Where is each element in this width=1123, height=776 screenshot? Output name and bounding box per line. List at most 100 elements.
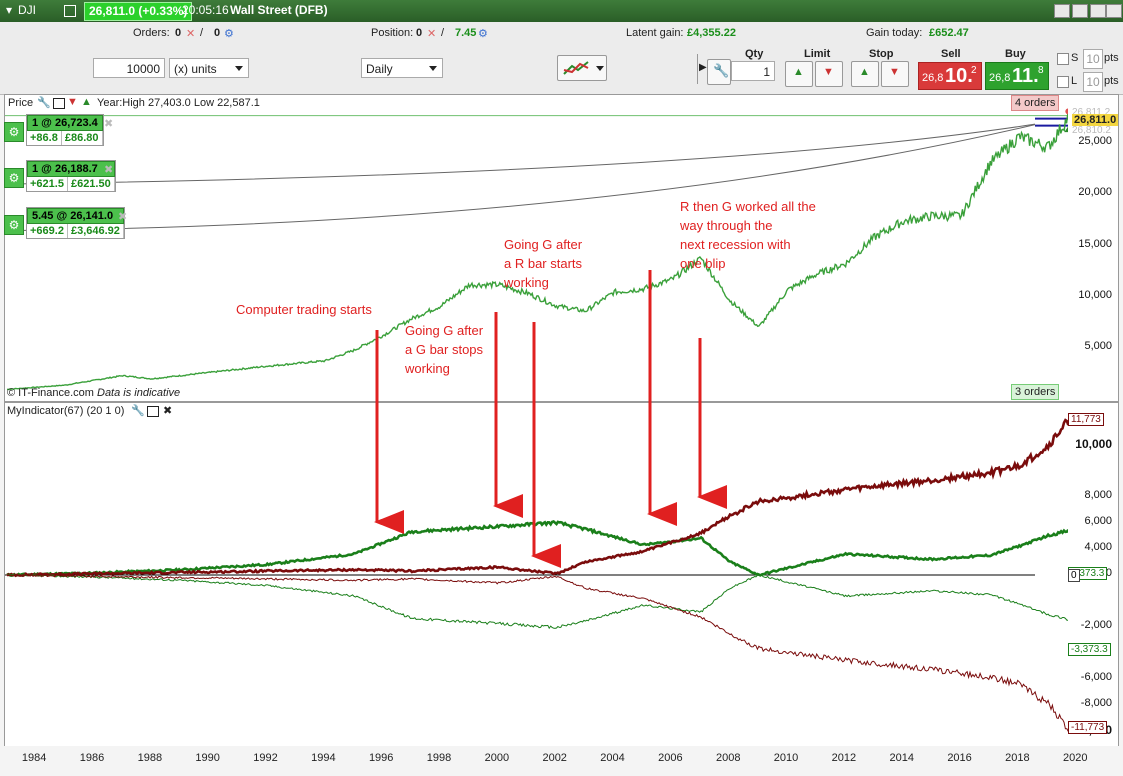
chart-tools-button[interactable] <box>557 55 607 81</box>
limit-buy-button[interactable]: ▲ <box>785 61 813 87</box>
order-ticket[interactable]: 1 @ 26,188.7 +621.5 £621.50 <box>26 160 116 192</box>
minimize-icon[interactable] <box>1072 4 1088 18</box>
annotation-line: a G bar stops <box>405 342 484 357</box>
position-label: Position: <box>371 27 414 39</box>
indicative-note: Data is indicative <box>97 387 181 399</box>
orders-top-badge[interactable]: 4 orders <box>1011 95 1060 111</box>
order-gain: £621.50 <box>68 177 115 191</box>
y-label: 5,000 <box>1084 340 1112 352</box>
x-axis-label: 2020 <box>1063 752 1088 764</box>
panel-divider <box>697 54 708 84</box>
y-label: 10,000 <box>1075 437 1112 451</box>
limit-pts-label: pts <box>1104 75 1119 87</box>
window-icon[interactable] <box>53 98 65 109</box>
limit-sell-button[interactable]: ▼ <box>815 61 843 87</box>
position-value-2: 7.45 <box>455 27 477 39</box>
buy-button[interactable]: 26,8 11. 8 <box>985 62 1049 90</box>
chart-icon[interactable] <box>64 5 76 17</box>
orders-bottom-badge[interactable]: 3 orders <box>1011 384 1060 400</box>
window-icon[interactable] <box>147 406 159 417</box>
size-input[interactable]: 10000 <box>93 58 165 78</box>
close-icon[interactable] <box>1106 4 1122 18</box>
annotation-line: working <box>405 361 450 376</box>
x-axis-label: 2008 <box>715 752 741 764</box>
faint-price-tag: 26,811.2 <box>1072 107 1111 118</box>
order-gain: £3,646.92 <box>68 224 124 238</box>
orders-gear-icon[interactable]: ⚙ <box>224 28 234 40</box>
price-axis[interactable]: 25,000 20,000 15,000 10,000 5,000 26,811… <box>1068 94 1119 402</box>
position-value: 0 <box>416 27 423 39</box>
annotation-line: Going G after <box>504 237 583 252</box>
annotation-line: a R bar starts <box>504 256 583 271</box>
close-icon[interactable]: ✖ <box>163 405 173 417</box>
limit-buy-icon: ▲ <box>793 66 804 78</box>
y-label: 10,000 <box>1078 289 1112 301</box>
red-bottom-tag: -11,773 <box>1068 721 1108 734</box>
buy-marker <box>1064 126 1069 133</box>
wrench-icon[interactable]: 🔧 <box>37 97 51 109</box>
order-header: 1 @ 26,723.4 <box>27 115 103 131</box>
stop-checkbox[interactable] <box>1057 53 1069 65</box>
orders-x-icon[interactable]: ✕ <box>186 28 196 40</box>
latent-value: £4,355.22 <box>687 27 736 39</box>
order-gear-icon[interactable]: ⚙ <box>4 215 24 235</box>
limit-checkbox[interactable] <box>1057 76 1069 88</box>
sell-arrow-icon[interactable]: ▼ <box>67 96 78 108</box>
collapse-arrow-icon[interactable]: ▶ <box>699 62 707 73</box>
annotation-going-g-after-g: Going G after a G bar stops working <box>405 321 483 378</box>
units-label: (x) units <box>174 62 217 76</box>
wrench-icon[interactable]: 🔧 <box>131 405 145 417</box>
market-name: Wall Street (DFB) <box>230 3 328 17</box>
x-axis-label: 2006 <box>658 752 683 764</box>
order-gear-icon[interactable]: ⚙ <box>4 168 24 188</box>
order-close-icon[interactable]: ✖ <box>104 164 114 176</box>
x-axis-label: 1988 <box>137 752 163 764</box>
buy-arrow-icon[interactable]: ▲ <box>81 96 92 108</box>
position-x-icon[interactable]: ✕ <box>427 28 437 40</box>
annotation-line: way through the <box>680 218 773 233</box>
orders-value-b: 0 <box>214 27 221 39</box>
qty-input[interactable]: 1 <box>731 61 775 81</box>
price-pane[interactable]: Price 🔧 ▼ ▲ Year:High 27,403.0 Low 22,58… <box>4 94 1070 402</box>
wrench-button[interactable]: 🔧 <box>707 59 731 85</box>
interval-select[interactable]: Daily <box>361 58 443 78</box>
menu-chevron-icon[interactable]: ▾ <box>6 3 13 17</box>
y-label: 6,000 <box>1084 515 1112 527</box>
annotation-r-then-g: R then G worked all the way through the … <box>680 197 816 273</box>
indicator-series-line <box>6 573 1069 732</box>
position-gear-icon[interactable]: ⚙ <box>478 28 488 40</box>
orders-value-a: 0 <box>175 27 182 39</box>
limit-pts-input[interactable]: 10 <box>1083 72 1103 92</box>
x-axis-label: 2000 <box>484 752 510 764</box>
x-axis-label: 1992 <box>253 752 278 764</box>
indicator-pane[interactable]: MyIndicator(67) (20 1 0) 🔧 ✖ <box>4 402 1070 748</box>
menu-icon[interactable] <box>1054 4 1070 18</box>
buy-price-big: 11. <box>1012 65 1039 87</box>
stop-pts-input[interactable]: 10 <box>1083 49 1103 69</box>
order-close-icon[interactable]: ✖ <box>118 211 128 223</box>
order-gear-icon[interactable]: ⚙ <box>4 122 24 142</box>
sell-button[interactable]: 26,8 10. 2 <box>918 62 982 90</box>
x-axis-label: 2012 <box>831 752 857 764</box>
stop-sell-button[interactable]: ▼ <box>881 61 909 87</box>
annotation-line: Computer trading starts <box>236 302 372 317</box>
y-label: 8,000 <box>1084 489 1112 501</box>
order-pts: +669.2 <box>27 224 68 238</box>
x-axis-label: 1994 <box>311 752 336 764</box>
annotation-computer-trading: Computer trading starts <box>236 300 372 319</box>
order-header: 1 @ 26,188.7 <box>27 161 115 177</box>
stop-buy-button[interactable]: ▲ <box>851 61 879 87</box>
maximize-icon[interactable] <box>1090 4 1106 18</box>
indicator-chart <box>5 418 1069 732</box>
units-select[interactable]: (x) units <box>169 58 249 78</box>
order-ticket[interactable]: 1 @ 26,723.4 +86.8 £86.80 <box>26 114 104 146</box>
chart-tools-icon <box>563 61 604 75</box>
indicator-axis[interactable]: 10,000 8,000 6,000 4,000 2,000 -2,000 -6… <box>1068 402 1119 748</box>
latent-label: Latent gain: <box>626 27 684 39</box>
x-axis[interactable]: 1984 1986 1988 1990 1992 1994 1996 1998 2000 2002… <box>0 746 1123 776</box>
y-label: 15,000 <box>1078 238 1112 250</box>
x-axis-label: 2010 <box>773 752 799 764</box>
current-price-tag: 26,811.0 <box>1072 114 1119 126</box>
order-ticket[interactable]: 5.45 @ 26,141.0 +669.2 £3,646.92 <box>26 207 125 239</box>
order-close-icon[interactable]: ✖ <box>104 118 114 130</box>
